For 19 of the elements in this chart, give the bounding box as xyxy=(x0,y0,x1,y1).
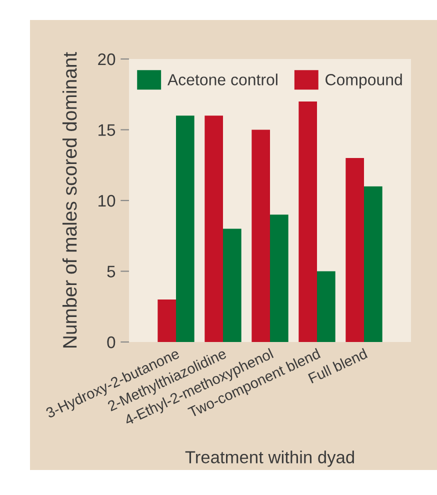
bar xyxy=(346,158,364,342)
y-axis-title: Number of males scored dominant xyxy=(62,52,77,348)
y-tick-label: 10 xyxy=(98,194,116,207)
bar xyxy=(252,130,270,342)
y-tick-label: 0 xyxy=(107,336,116,348)
y-tick-label: 15 xyxy=(98,124,116,136)
legend-label: Compound xyxy=(326,74,402,89)
legend-label: Acetone control xyxy=(167,74,278,86)
bar xyxy=(223,228,242,342)
y-tick-label: 5 xyxy=(107,266,116,278)
bar xyxy=(317,271,336,342)
x-axis-title: Treatment within dyad xyxy=(185,450,354,467)
bar xyxy=(204,116,223,342)
bar xyxy=(176,116,194,342)
bar xyxy=(158,300,176,342)
bar xyxy=(364,186,382,342)
y-tick-label: 20 xyxy=(98,53,116,66)
bar xyxy=(270,214,288,342)
bar xyxy=(298,101,317,342)
